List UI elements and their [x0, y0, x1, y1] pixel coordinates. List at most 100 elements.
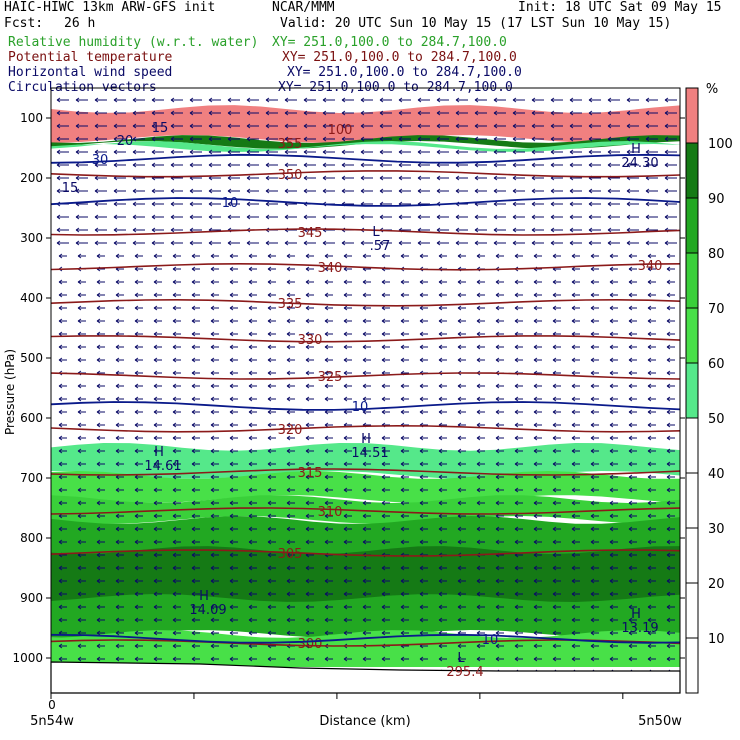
wind-vector	[419, 500, 428, 506]
wind-vector	[590, 409, 599, 415]
wind-vector	[628, 357, 637, 363]
wind-vector	[324, 604, 333, 610]
wind-vector	[664, 240, 677, 246]
wind-vector	[322, 97, 335, 103]
wind-vector	[400, 487, 409, 493]
wind-vector	[664, 110, 677, 116]
wind-vector	[438, 500, 447, 506]
wind-vector	[571, 266, 580, 272]
wind-vector	[474, 175, 487, 181]
wind-vector	[284, 240, 297, 246]
wind-vector	[265, 240, 278, 246]
wind-vector	[341, 136, 354, 142]
wind-vector	[645, 110, 658, 116]
wind-vector	[208, 214, 221, 220]
wind-vector	[134, 357, 143, 363]
wind-vector	[533, 539, 542, 545]
wind-vector	[645, 240, 658, 246]
wind-vector	[550, 188, 563, 194]
wind-vector	[151, 240, 164, 246]
wind-vector	[609, 422, 618, 428]
wind-vector	[172, 331, 181, 337]
wind-vector	[379, 149, 392, 155]
wind-vector	[400, 604, 409, 610]
wind-vector	[512, 227, 525, 233]
wind-vector	[96, 617, 105, 623]
wind-vector	[438, 604, 447, 610]
wind-vector	[248, 279, 257, 285]
wind-vector	[229, 344, 238, 350]
wind-vector	[362, 487, 371, 493]
wind-vector	[645, 214, 658, 220]
y-tick-label-600: 600	[20, 411, 43, 425]
wind-vector	[457, 643, 466, 649]
wind-vector	[514, 656, 523, 662]
wind-vector	[151, 201, 164, 207]
wind-label-10: 10	[482, 633, 499, 648]
wind-vector	[628, 500, 637, 506]
wind-vector	[132, 97, 145, 103]
wind-vector	[284, 188, 297, 194]
wind-vector	[134, 448, 143, 454]
wind-vector	[153, 643, 162, 649]
wind-vector	[400, 539, 409, 545]
wind-vector	[493, 162, 506, 168]
wind-vector	[533, 396, 542, 402]
wind-vector	[438, 578, 447, 584]
wind-vector	[590, 643, 599, 649]
wind-vector	[438, 383, 447, 389]
wind-vector	[419, 396, 428, 402]
wind-vector	[75, 240, 88, 246]
wind-vector	[628, 630, 637, 636]
wind-vector	[495, 591, 504, 597]
wind-vector	[590, 292, 599, 298]
wind-vector	[191, 552, 200, 558]
wind-contour-10	[50, 197, 681, 207]
wind-vector	[628, 656, 637, 662]
wind-vector	[265, 123, 278, 129]
wind-vector	[647, 604, 656, 610]
wind-vector	[56, 188, 69, 194]
wind-vector	[588, 110, 601, 116]
wind-vector	[590, 279, 599, 285]
wind-vector	[455, 123, 468, 129]
wind-vector	[571, 539, 580, 545]
wind-vector	[552, 344, 561, 350]
theta-extra-label: 355	[278, 137, 303, 152]
wind-vector	[476, 396, 485, 402]
wind-vector	[533, 500, 542, 506]
wind-vector	[645, 188, 658, 194]
wind-vector	[58, 526, 67, 532]
wind-vector	[609, 578, 618, 584]
wind-vector	[552, 357, 561, 363]
wind-vector	[170, 123, 183, 129]
wind-vector	[94, 149, 107, 155]
wind-vector	[77, 344, 86, 350]
wind-vector	[647, 292, 656, 298]
wind-vector	[248, 461, 257, 467]
wind-vector	[96, 318, 105, 324]
wind-vector	[666, 253, 675, 259]
wind-vector	[571, 383, 580, 389]
wind-vector	[531, 227, 544, 233]
wind-vector	[305, 604, 314, 610]
wind-vector	[647, 370, 656, 376]
wind-vector	[210, 305, 219, 311]
wind-vector	[552, 656, 561, 662]
wind-vector	[398, 175, 411, 181]
wind-vector	[419, 604, 428, 610]
wind-vector	[512, 175, 525, 181]
rh-layer-50	[51, 443, 680, 479]
wind-vector	[514, 578, 523, 584]
wind-vector	[666, 266, 675, 272]
wind-vector	[286, 656, 295, 662]
wind-vector	[666, 448, 675, 454]
wind-vector	[647, 526, 656, 532]
wind-vector	[476, 253, 485, 259]
wind-vector	[170, 201, 183, 207]
wind-vector	[398, 240, 411, 246]
wind-vector	[550, 149, 563, 155]
wind-vector	[210, 370, 219, 376]
wind-vector	[58, 292, 67, 298]
wind-vector	[628, 422, 637, 428]
